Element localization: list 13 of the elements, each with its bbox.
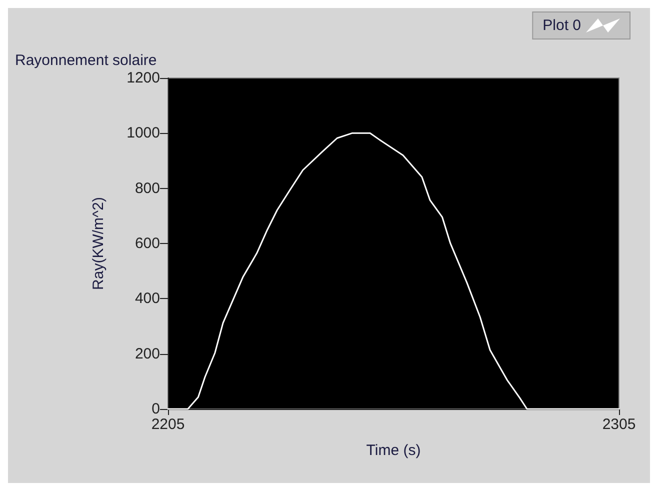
- y-axis-title: Ray(KW/m^2): [90, 197, 107, 290]
- y-tick-label: 400: [134, 290, 160, 308]
- y-tick-label: 1200: [126, 70, 160, 86]
- x-axis-title: Time (s): [366, 442, 421, 459]
- y-tick-label: 600: [134, 235, 160, 252]
- chart-title: Rayonnement solaire: [15, 52, 157, 69]
- text: Plot 0: [542, 17, 581, 34]
- y-tick-label: 0: [152, 400, 160, 418]
- x-tick-label: 2205: [151, 416, 185, 433]
- y-tick-label: 800: [134, 180, 160, 197]
- x-tick-label: 2305: [602, 416, 636, 433]
- y-tick-label: 1000: [126, 124, 160, 142]
- y-tick-label: 200: [134, 345, 160, 362]
